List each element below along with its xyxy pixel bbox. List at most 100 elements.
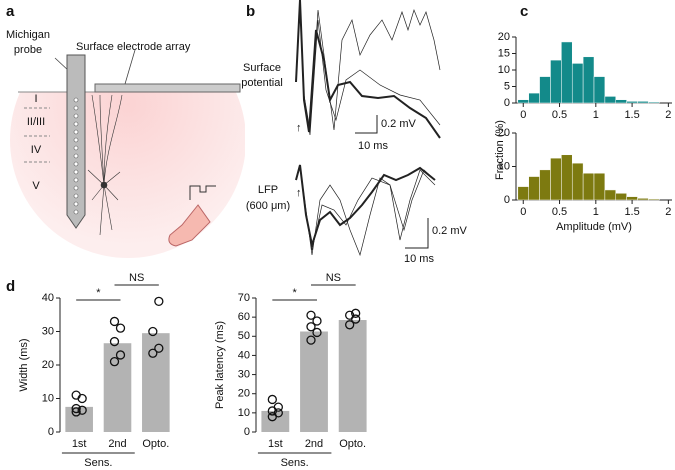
panel-label: b — [246, 3, 255, 20]
scale-bar — [405, 218, 429, 249]
array-label: Surface electrode array — [76, 41, 191, 53]
significance-label: NS — [326, 272, 341, 284]
data-point — [312, 316, 322, 326]
panel-label: c — [520, 3, 528, 20]
histogram-bar — [539, 76, 551, 104]
data-point — [312, 327, 322, 338]
x-tick-label: 2 — [665, 206, 671, 218]
y-tick-label: 70 — [238, 292, 250, 304]
y-tick-label: 0 — [504, 194, 510, 206]
x-tick-label: 1.5 — [624, 206, 639, 218]
significance-label: * — [96, 287, 101, 299]
histogram-bar — [637, 198, 649, 201]
layer-borders — [24, 107, 50, 163]
x-tick-label: 1 — [593, 109, 599, 121]
y-tick-label: 0 — [48, 426, 54, 438]
bar — [338, 320, 367, 432]
x-tick-label: Opto. — [142, 438, 169, 450]
x-tick-label: 2nd — [108, 438, 126, 450]
data-point — [154, 296, 164, 307]
group-label: Sens. — [281, 457, 309, 469]
histogram-bar — [517, 186, 529, 201]
trace-label: (600 μm) — [246, 200, 290, 212]
histogram-bar — [648, 101, 660, 104]
data-point — [71, 390, 81, 400]
histogram-bar — [648, 198, 660, 201]
data-point — [273, 402, 283, 412]
histogram-bar — [582, 172, 595, 201]
y-tick-label: 20 — [498, 31, 510, 43]
lfp-traces — [295, 164, 436, 257]
data-point — [154, 343, 164, 353]
x-tick-label: 1 — [593, 206, 599, 218]
y-tick-label: 10 — [42, 392, 54, 404]
y-tick-label: 30 — [42, 325, 54, 337]
histogram-bar — [528, 92, 540, 104]
x-tick-label: 0 — [520, 109, 526, 121]
x-tick-label: 1st — [268, 438, 283, 450]
histogram-bar — [615, 193, 627, 201]
histogram-bar — [571, 63, 584, 104]
probe-label: probe — [14, 44, 42, 56]
data-point — [351, 308, 361, 318]
histogram-bar — [604, 189, 617, 201]
panel-label: d — [6, 278, 15, 295]
histogram-bar — [550, 157, 562, 201]
data-point — [273, 408, 283, 418]
y-axis-label: Fraction (%) — [494, 120, 506, 180]
data-point — [115, 350, 126, 360]
trace-label: potential — [241, 77, 283, 89]
scale-label: 10 ms — [404, 253, 434, 265]
data-point — [345, 320, 355, 330]
data-point — [306, 310, 316, 320]
scale-label: 10 ms — [358, 140, 388, 152]
trace-label: LFP — [258, 184, 278, 196]
x-tick-label: 0.5 — [552, 206, 567, 218]
y-tick-label: 10 — [498, 64, 510, 76]
probe-label: Michigan — [6, 29, 50, 41]
y-axis-label: Width (ms) — [18, 338, 30, 391]
layer-label: V — [32, 180, 40, 192]
y-tick-label: 30 — [238, 368, 250, 380]
y-tick-label: 15 — [498, 47, 510, 59]
histogram-bar — [517, 99, 529, 104]
probe-sites — [73, 97, 79, 215]
bar — [142, 333, 170, 432]
data-point — [77, 405, 87, 415]
scale-bar — [355, 115, 378, 134]
trace-label: Surface — [243, 62, 281, 74]
surface-array — [94, 83, 241, 93]
stim-arrow: ↑ — [296, 122, 302, 134]
x-tick-label: 0 — [520, 206, 526, 218]
y-tick-label: 60 — [238, 311, 250, 323]
histogram-bar — [582, 56, 595, 104]
histogram-bar — [593, 172, 606, 201]
layer-label: IV — [31, 144, 42, 156]
data-point — [345, 310, 355, 320]
bar — [300, 331, 328, 432]
x-tick-label: Opto. — [339, 438, 366, 450]
group-label: Sens. — [84, 457, 112, 469]
data-point — [148, 348, 158, 358]
x-tick-label: 2nd — [305, 438, 323, 450]
data-point — [115, 323, 126, 333]
histogram-bar — [561, 41, 573, 104]
histogram-bar — [637, 101, 649, 104]
layer-label: II/III — [27, 116, 45, 128]
data-point — [148, 326, 158, 337]
histogram-bar — [604, 96, 617, 104]
x-tick-label: 2 — [665, 109, 671, 121]
panel-label: a — [6, 3, 15, 20]
data-point — [109, 356, 120, 367]
histogram-bar — [561, 154, 573, 201]
y-tick-label: 20 — [42, 359, 54, 371]
histogram-bar — [571, 162, 584, 201]
scale-label: 0.2 mV — [381, 118, 417, 130]
y-tick-label: 20 — [498, 127, 510, 139]
histogram-bar — [615, 99, 627, 104]
x-tick-label: 1.5 — [624, 109, 639, 121]
y-tick-label: 5 — [504, 80, 510, 92]
layer-label: I — [34, 93, 37, 105]
y-tick-label: 40 — [238, 349, 250, 361]
y-axis-label: Peak latency (ms) — [214, 321, 226, 409]
